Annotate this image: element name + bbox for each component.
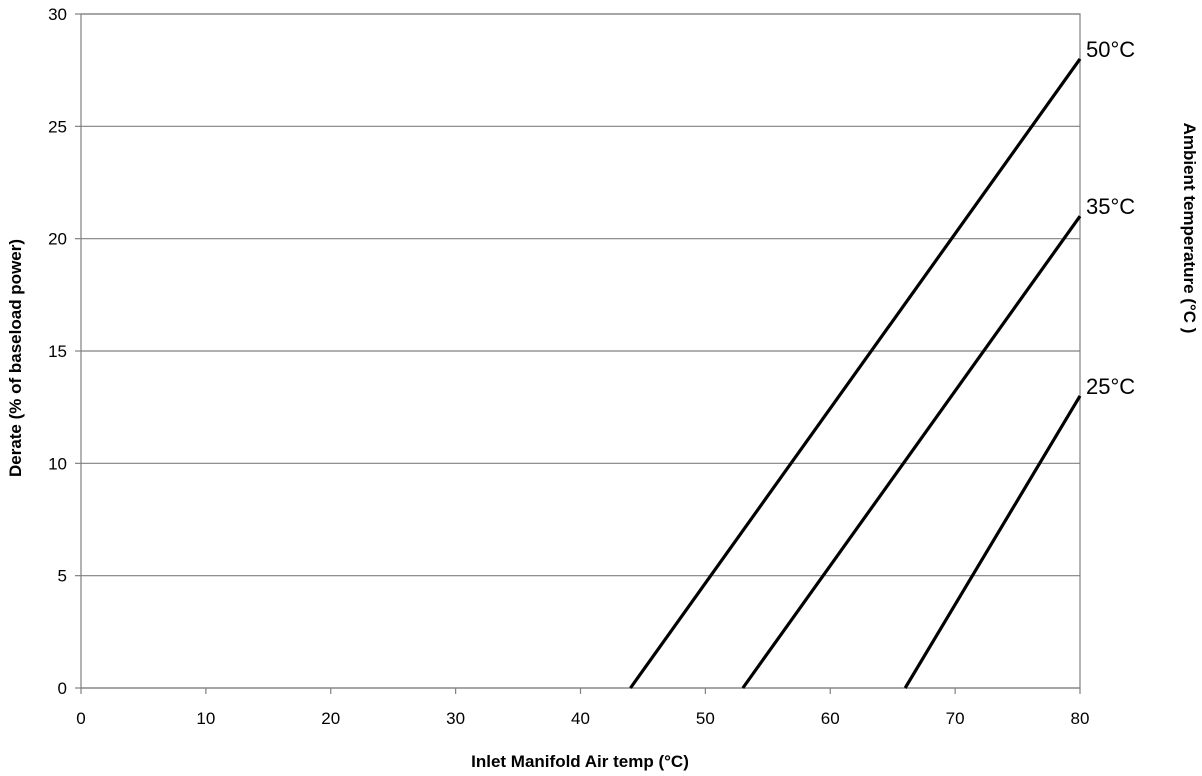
x-tick-label: 40 [571, 709, 590, 728]
x-tick-label: 30 [446, 709, 465, 728]
x-tick-label: 0 [76, 709, 85, 728]
secondary-axis-title: Ambient temperature (°C ) [1180, 123, 1199, 334]
series-label-25c: 25°C [1086, 374, 1135, 399]
series-lines [629, 58, 1082, 689]
y-tick-label: 5 [58, 567, 67, 586]
series-label-35c: 35°C [1086, 194, 1135, 219]
series-label-50c: 50°C [1086, 37, 1135, 62]
x-tick-label: 10 [196, 709, 215, 728]
x-tick-label: 50 [696, 709, 715, 728]
y-axis-title: Derate (% of baseload power) [6, 239, 25, 477]
y-tick-label: 20 [48, 230, 67, 249]
series-labels: 50°C 35°C 25°C [1086, 37, 1135, 399]
y-tick-label: 25 [48, 117, 67, 136]
series-line-25c [903, 395, 1082, 689]
x-axis: 0 10 20 30 40 50 60 70 80 [76, 688, 1089, 728]
series-line-35c [741, 215, 1082, 689]
y-tick-label: 30 [48, 5, 67, 24]
x-axis-title: Inlet Manifold Air temp (°C) [471, 752, 689, 771]
y-tick-label: 0 [58, 679, 67, 698]
x-tick-label: 60 [821, 709, 840, 728]
series-line-50c [629, 58, 1082, 689]
y-tick-label: 15 [48, 342, 67, 361]
x-tick-label: 20 [321, 709, 340, 728]
x-tick-label: 80 [1071, 709, 1090, 728]
y-axis: 0 5 10 15 20 25 30 [48, 5, 81, 698]
x-tick-label: 70 [946, 709, 965, 728]
y-tick-label: 10 [48, 454, 67, 473]
gridlines [81, 13, 1080, 689]
